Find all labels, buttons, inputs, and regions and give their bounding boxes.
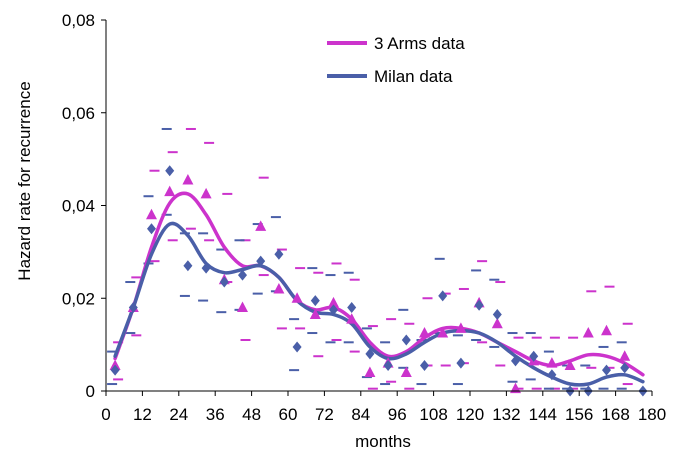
data-point-3-arms bbox=[564, 359, 576, 370]
data-point-milan bbox=[238, 269, 247, 281]
x-tick-label: 0 bbox=[101, 405, 110, 424]
x-tick-label: 12 bbox=[133, 405, 152, 424]
y-axis-title: Hazard rate for recurrence bbox=[15, 81, 34, 280]
x-tick-label: 72 bbox=[315, 405, 334, 424]
data-point-3-arms bbox=[146, 208, 157, 220]
data-point-milan bbox=[420, 359, 429, 371]
data-point-milan bbox=[329, 304, 338, 316]
data-point-3-arms bbox=[364, 366, 376, 377]
data-point-3-arms bbox=[419, 327, 430, 338]
y-tick-labels: 0 0,02 0,04 0,06 0,08 bbox=[62, 11, 95, 401]
data-point-3-arms bbox=[546, 357, 558, 368]
x-tick-label: 120 bbox=[456, 405, 484, 424]
data-point-3-arms bbox=[400, 366, 412, 377]
x-tick-label: 96 bbox=[388, 405, 407, 424]
data-point-milan bbox=[620, 362, 630, 374]
x-tick-label: 108 bbox=[419, 405, 447, 424]
x-tick-label: 84 bbox=[351, 405, 370, 424]
markers-layer bbox=[109, 165, 648, 397]
y-tick-label: 0,04 bbox=[62, 197, 95, 216]
data-point-3-arms bbox=[237, 301, 248, 313]
data-point-milan bbox=[438, 290, 448, 302]
data-point-3-arms bbox=[601, 324, 612, 336]
x-tick-label: 36 bbox=[206, 405, 225, 424]
data-point-3-arms bbox=[582, 327, 594, 338]
data-point-3-arms bbox=[437, 327, 449, 338]
smooth-curve-milan bbox=[113, 221, 645, 387]
x-axis-title: months bbox=[355, 432, 411, 451]
data-point-3-arms bbox=[291, 292, 303, 303]
data-point-milan bbox=[511, 355, 520, 367]
data-point-milan bbox=[547, 369, 557, 381]
axes-layer bbox=[101, 19, 653, 396]
x-tick-label: 60 bbox=[279, 405, 298, 424]
data-point-3-arms bbox=[619, 350, 631, 361]
bounds-layer bbox=[107, 127, 633, 390]
data-point-3-arms bbox=[182, 173, 194, 185]
data-point-3-arms bbox=[346, 313, 358, 324]
data-point-milan bbox=[401, 334, 411, 346]
data-point-milan bbox=[128, 302, 138, 314]
data-point-3-arms bbox=[255, 220, 267, 231]
data-point-milan bbox=[219, 276, 229, 288]
data-point-milan bbox=[602, 364, 611, 376]
x-tick-label: 144 bbox=[529, 405, 557, 424]
data-point-3-arms bbox=[455, 322, 467, 333]
data-point-milan bbox=[383, 359, 393, 371]
y-tick-label: 0,08 bbox=[62, 11, 95, 30]
data-point-3-arms bbox=[164, 185, 176, 197]
data-point-milan bbox=[274, 248, 284, 260]
x-tick-label: 180 bbox=[638, 405, 666, 424]
data-point-milan bbox=[456, 357, 466, 369]
data-point-milan bbox=[201, 262, 211, 274]
data-point-milan bbox=[183, 260, 193, 272]
data-point-milan bbox=[292, 341, 302, 353]
x-tick-label: 156 bbox=[565, 405, 593, 424]
y-tick-label: 0 bbox=[86, 382, 95, 401]
y-tick-label: 0,02 bbox=[62, 289, 95, 308]
data-point-3-arms bbox=[491, 317, 503, 329]
data-point-3-arms bbox=[200, 187, 212, 199]
legend-label-milan: Milan data bbox=[374, 67, 453, 86]
data-point-milan bbox=[310, 295, 320, 307]
data-point-milan bbox=[165, 165, 175, 177]
data-point-milan bbox=[256, 255, 266, 267]
legend-label-3-arms: 3 Arms data bbox=[374, 34, 465, 53]
data-point-milan bbox=[529, 350, 539, 362]
data-point-milan bbox=[347, 302, 357, 314]
y-tick-label: 0,06 bbox=[62, 104, 95, 123]
data-point-3-arms bbox=[328, 296, 339, 308]
x-tick-labels: 0 12 24 36 48 60 72 84 96 108 120 132 144 156 168 180 bbox=[101, 405, 666, 424]
data-point-milan bbox=[110, 364, 120, 376]
x-tick-label: 168 bbox=[601, 405, 629, 424]
smooth-curve-3-arms bbox=[113, 191, 645, 377]
data-point-milan bbox=[365, 348, 375, 360]
data-point-3-arms bbox=[273, 282, 285, 294]
x-tick-label: 24 bbox=[169, 405, 188, 424]
curves-layer bbox=[113, 191, 645, 387]
data-point-milan bbox=[147, 223, 156, 235]
x-tick-label: 132 bbox=[492, 405, 520, 424]
legend: 3 Arms data Milan data bbox=[327, 34, 465, 86]
data-point-3-arms bbox=[309, 308, 321, 319]
x-tick-label: 48 bbox=[242, 405, 261, 424]
data-point-milan bbox=[492, 308, 502, 320]
data-point-milan bbox=[474, 299, 484, 311]
